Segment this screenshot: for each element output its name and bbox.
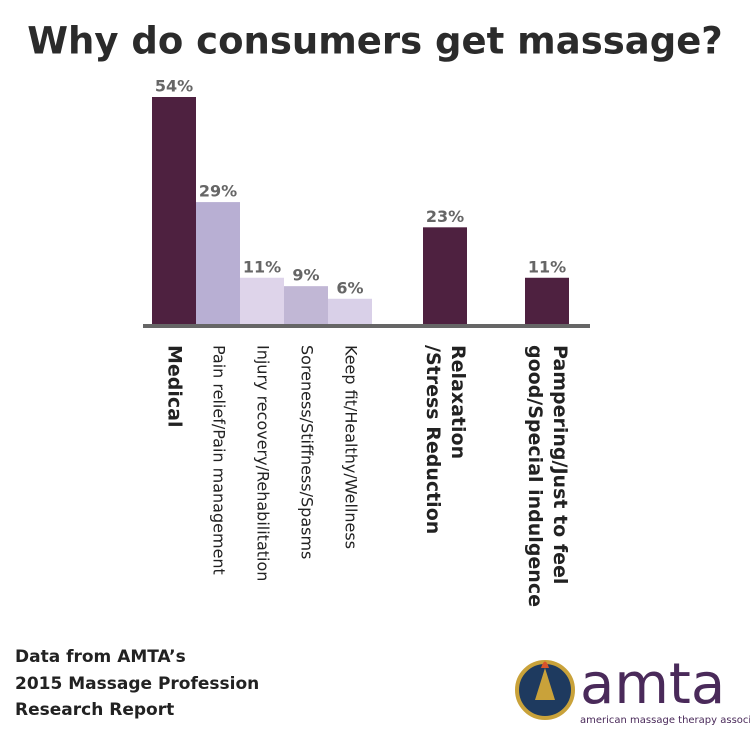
category-label: Pain relief/Pain management [210, 345, 229, 575]
category-label: Injury recovery/Rehabilitation [254, 345, 273, 581]
category-label: Pampering/Just to feel [549, 345, 571, 584]
value-label: 54% [155, 77, 193, 96]
logo-name: amta [580, 652, 725, 717]
value-label: 29% [199, 182, 237, 201]
value-label: 23% [426, 207, 464, 226]
category-label: Soreness/Stiffness/Spasms [298, 345, 317, 559]
bar [284, 286, 328, 324]
category-label: good/Special indulgence [524, 345, 546, 607]
category-label: Medical [164, 345, 186, 428]
source-line: Research Report [15, 700, 174, 720]
category-label: Relaxation [447, 345, 469, 459]
chart-title: Why do consumers get massage? [27, 20, 723, 63]
bar [525, 277, 569, 324]
bar [423, 227, 467, 324]
logo-tagline: american massage therapy association [580, 715, 750, 726]
value-label: 9% [292, 266, 319, 285]
value-label: 11% [243, 257, 281, 276]
bar [152, 97, 196, 324]
source-line: 2015 Massage Profession [15, 674, 259, 694]
value-label: 11% [528, 257, 566, 276]
logo-emblem [515, 660, 575, 720]
category-label: /Stress Reduction [422, 345, 444, 534]
source-line: Data from AMTA’s [15, 647, 186, 667]
bar [196, 202, 240, 324]
category-label: Keep fit/Healthy/Wellness [342, 345, 361, 549]
bar [328, 298, 372, 324]
value-label: 6% [336, 278, 363, 297]
bar [240, 277, 284, 324]
